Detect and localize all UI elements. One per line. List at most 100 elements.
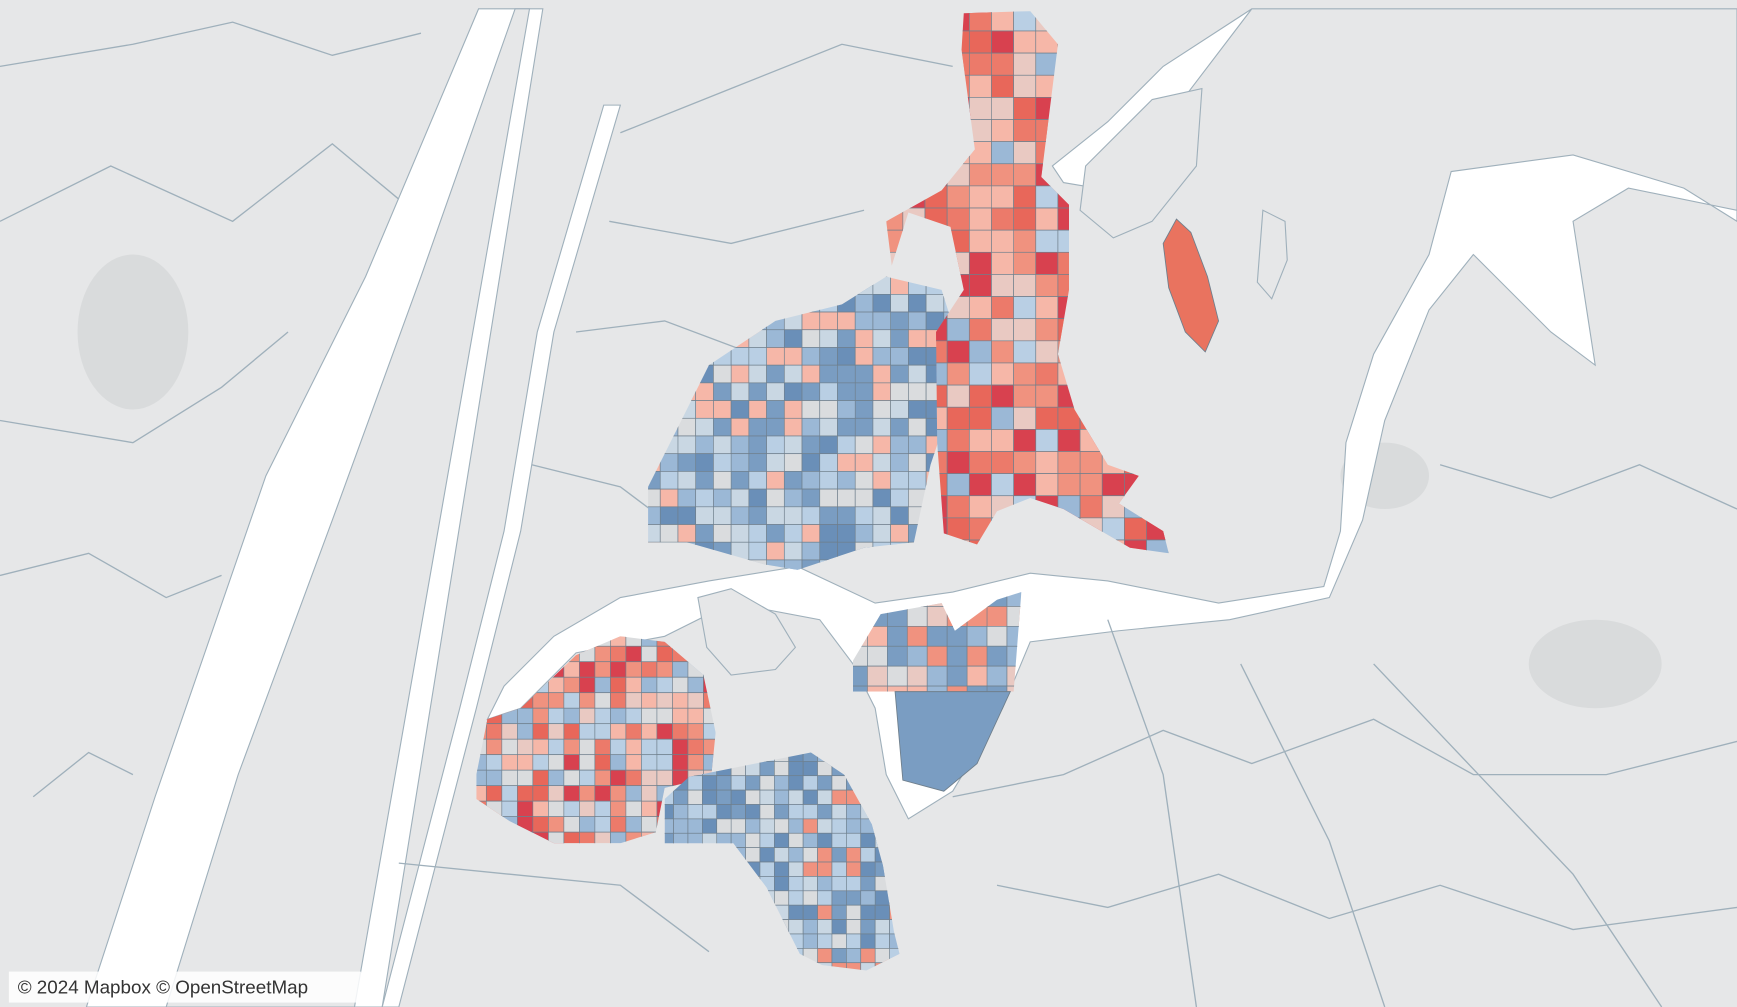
- tract: [687, 723, 704, 740]
- tract: [766, 417, 785, 437]
- tract: [695, 506, 714, 525]
- tract: [745, 847, 761, 863]
- tract: [673, 804, 689, 820]
- tract: [890, 382, 909, 401]
- tract: [532, 785, 549, 802]
- tract: [1035, 274, 1059, 297]
- tract: [641, 676, 658, 694]
- tract: [837, 488, 856, 508]
- tract: [485, 754, 503, 771]
- tract: [1035, 451, 1059, 474]
- tract: [908, 400, 927, 419]
- tract: [908, 294, 927, 313]
- tract: [946, 362, 970, 386]
- tract: [968, 429, 992, 452]
- tract: [788, 761, 804, 777]
- tract: [946, 406, 970, 430]
- tract: [831, 904, 847, 920]
- tract: [548, 769, 565, 787]
- tract: [846, 948, 862, 964]
- land-manhattan: [165, 8, 531, 1007]
- boundaries: [0, 21, 1737, 1007]
- tract: [817, 861, 833, 877]
- tract: [846, 832, 862, 848]
- tract: [867, 645, 888, 667]
- tract: [867, 665, 888, 687]
- tract: [802, 904, 818, 920]
- tract: [817, 847, 833, 863]
- tract: [625, 800, 642, 817]
- tract: [672, 723, 689, 740]
- tract: [872, 524, 891, 543]
- tract: [1035, 429, 1059, 452]
- tract: [788, 904, 804, 920]
- tract: [656, 707, 673, 725]
- tract: [991, 274, 1014, 297]
- tract: [656, 769, 673, 787]
- tract: [548, 754, 565, 771]
- tract: [946, 495, 970, 519]
- tract: [946, 384, 970, 408]
- tract: [946, 429, 970, 452]
- tract: [837, 347, 856, 366]
- tract: [1013, 384, 1037, 408]
- tract: [610, 692, 627, 709]
- tract: [610, 738, 627, 756]
- tract: [890, 329, 909, 348]
- tract: [872, 453, 891, 472]
- tract: [610, 754, 627, 771]
- tract: [594, 754, 611, 771]
- tract: [517, 738, 534, 756]
- tract: [817, 804, 833, 820]
- tract: [1079, 451, 1103, 474]
- tract: [1013, 362, 1037, 386]
- tract: [625, 723, 642, 740]
- tract: [610, 769, 627, 787]
- tract: [788, 832, 804, 848]
- tract: [874, 933, 890, 949]
- tract: [817, 904, 833, 920]
- tract: [854, 435, 874, 455]
- tract: [1035, 406, 1059, 430]
- tract: [774, 832, 790, 848]
- tract: [687, 804, 703, 820]
- tract: [713, 488, 732, 508]
- tract: [702, 804, 718, 820]
- tract: [819, 506, 838, 525]
- tract: [766, 364, 785, 384]
- tract: [766, 506, 785, 525]
- tract: [846, 933, 862, 949]
- tract: [1013, 406, 1037, 430]
- tract: [831, 919, 847, 935]
- tract: [625, 661, 642, 678]
- tract: [730, 347, 750, 366]
- tract: [1035, 296, 1059, 320]
- tract: [872, 294, 891, 313]
- land-rikers: [697, 588, 797, 676]
- tract: [846, 861, 862, 877]
- tract: [730, 435, 750, 455]
- tract: [783, 364, 803, 384]
- tract: [860, 876, 876, 892]
- tract: [730, 453, 750, 472]
- tract: [641, 661, 658, 678]
- tract: [817, 832, 833, 848]
- tract: [610, 723, 627, 740]
- tract: [1035, 207, 1059, 231]
- tract: [968, 362, 992, 386]
- tract: [532, 800, 549, 817]
- tract: [501, 800, 518, 817]
- tract: [846, 847, 862, 863]
- tract: [1101, 473, 1125, 497]
- tract: [854, 347, 874, 366]
- tract: [485, 738, 503, 756]
- land-peninsula: [1079, 87, 1203, 239]
- tract: [817, 818, 833, 834]
- tract: [890, 524, 909, 543]
- tract: [968, 340, 992, 364]
- tract: [579, 707, 596, 725]
- tract: [713, 382, 732, 401]
- tract: [831, 861, 847, 877]
- tract: [748, 488, 767, 508]
